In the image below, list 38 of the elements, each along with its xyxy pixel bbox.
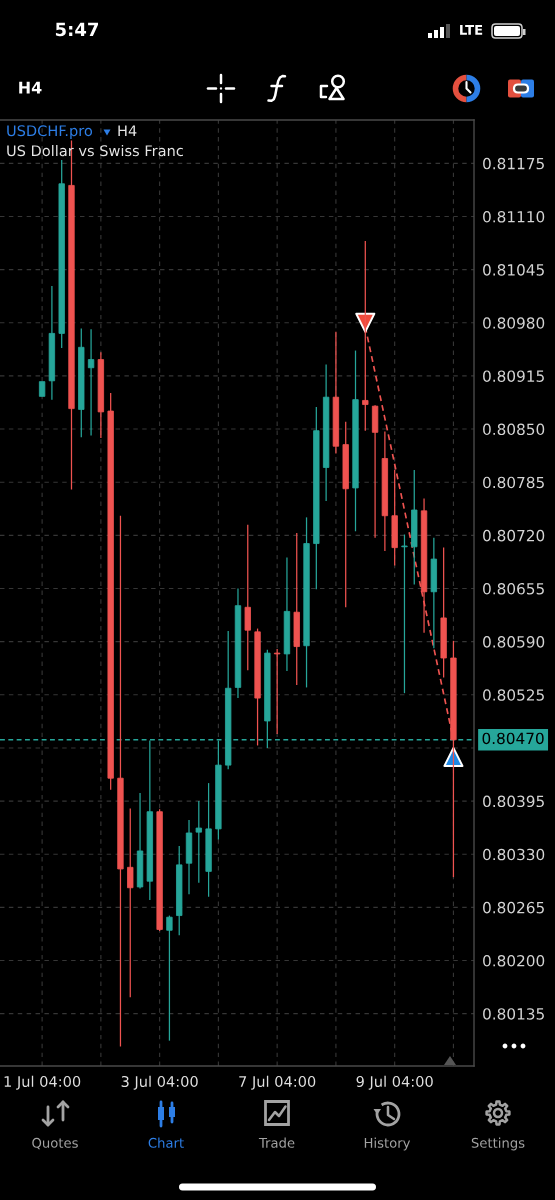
candlestick [127, 807, 134, 998]
y-tick-label: 0.81175 [483, 157, 544, 170]
y-tick-label: 0.80265 [483, 901, 544, 914]
x-tick-label: 3 Jul 04:00 [121, 1075, 198, 1090]
y-tick-label: 0.80785 [483, 476, 544, 489]
text: H4 [19, 81, 42, 94]
text: 5:47 [55, 22, 99, 37]
y-tick-label: 0.80980 [483, 317, 545, 329]
candlestick [166, 914, 173, 1042]
y-tick-label: 0.80200 [483, 954, 545, 967]
y-tick-label: 0.80590 [483, 636, 545, 648]
text: Quotes [32, 1137, 78, 1150]
y-tick-label: 0.81045 [483, 264, 544, 276]
chart-title: USDCHF.pro [7, 125, 93, 140]
candlestick [87, 328, 95, 437]
text: Settings [471, 1137, 525, 1151]
annotation: H4 [118, 125, 137, 137]
y-tick-label: 0.81110 [483, 210, 545, 223]
y-tick-label: 0.80655 [483, 582, 544, 595]
candlestick [244, 524, 251, 671]
y-tick-label: 0.80330 [483, 848, 545, 861]
y-tick-label: 0.80720 [483, 529, 545, 542]
y-tick-label: 0.80525 [483, 689, 544, 701]
candlestick [273, 648, 281, 735]
y-tick-label: 0.80135 [483, 1008, 544, 1020]
x-tick-label: 9 Jul 04:00 [356, 1075, 433, 1090]
candlestick [401, 533, 408, 694]
candlestick [195, 800, 202, 884]
text: Chart [148, 1137, 184, 1148]
y-tick-label: 0.80850 [483, 423, 545, 436]
text: History [364, 1137, 411, 1151]
text: LTE [460, 25, 483, 35]
y-tick-label: 0.80395 [483, 795, 544, 808]
y-tick-label: 0.80915 [483, 370, 544, 382]
text: Trade [258, 1137, 295, 1148]
ref-line-label: 0.80470 [482, 732, 544, 745]
x-tick-label: 7 Jul 04:00 [239, 1075, 316, 1090]
x-tick-label: 1 Jul 04:00 [4, 1075, 81, 1090]
